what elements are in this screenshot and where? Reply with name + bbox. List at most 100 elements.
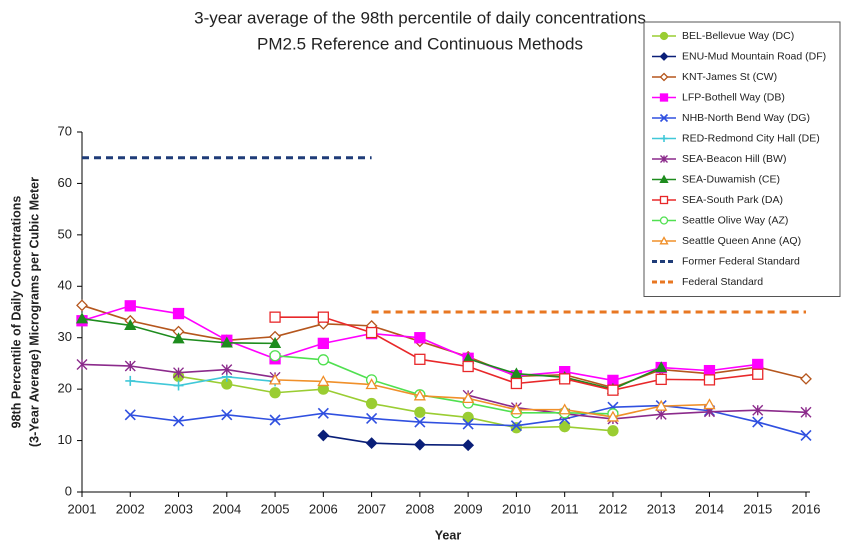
point xyxy=(510,420,522,432)
point xyxy=(269,387,281,399)
point xyxy=(510,422,523,434)
point xyxy=(462,411,474,424)
point xyxy=(414,353,426,365)
y-tick-label: 40 xyxy=(58,278,72,293)
point xyxy=(559,373,571,385)
x-tick-label: 2010 xyxy=(502,501,531,516)
point xyxy=(659,174,669,183)
point xyxy=(800,372,812,385)
point xyxy=(659,113,669,123)
series-line xyxy=(274,354,613,415)
x-tick-label: 2007 xyxy=(357,501,386,516)
point xyxy=(365,437,378,450)
legend: BEL-Bellevue Way (DC) ENU-Mud Mountain Ro… xyxy=(643,21,841,297)
point xyxy=(659,93,669,102)
point xyxy=(752,368,764,380)
legend-label: LFP-Bothell Way (DB) xyxy=(682,91,785,103)
x-tick-label: 2006 xyxy=(309,501,338,516)
series-line xyxy=(178,375,614,432)
point xyxy=(414,332,426,344)
x-tick-label: 2002 xyxy=(116,501,145,516)
point xyxy=(173,367,185,379)
point xyxy=(510,377,523,390)
point xyxy=(660,135,668,142)
chart-title: 3-year average of the 98th percentile of… xyxy=(194,8,646,27)
point xyxy=(124,360,136,372)
point xyxy=(703,364,716,377)
point xyxy=(317,407,329,419)
legend-label: SEA-Beacon Hill (BW) xyxy=(682,153,786,165)
point xyxy=(76,358,88,370)
chart-subtitle: PM2.5 Reference and Continuous Methods xyxy=(257,34,583,53)
series-line xyxy=(275,379,710,418)
y-tick-label: 70 xyxy=(58,123,72,138)
series-line xyxy=(323,434,469,446)
point xyxy=(268,337,282,349)
point xyxy=(462,360,474,373)
legend-label: ENU-Mud Mountain Road (DF) xyxy=(682,50,826,62)
point xyxy=(269,311,281,323)
point xyxy=(221,364,233,376)
point xyxy=(317,375,330,387)
y-tick-label: 20 xyxy=(58,381,72,396)
point xyxy=(607,384,619,396)
legend-label: Seattle Queen Anne (AQ) xyxy=(682,235,801,247)
y-tick-label: 30 xyxy=(58,329,72,344)
point xyxy=(558,403,571,415)
point xyxy=(124,300,136,312)
point xyxy=(655,373,667,386)
y-axis-label: (3-Year Average) Micrograms per Cubic Me… xyxy=(27,177,41,447)
point xyxy=(317,429,330,442)
point xyxy=(659,72,669,82)
y-tick-label: 0 xyxy=(65,483,72,498)
point xyxy=(365,378,378,390)
point xyxy=(659,52,669,61)
x-tick-label: 2013 xyxy=(647,501,676,516)
legend-label: Seattle Olive Way (AZ) xyxy=(682,214,788,226)
point xyxy=(172,332,185,344)
legend-label: SEA-South Park (DA) xyxy=(682,194,783,206)
legend-label: Federal Standard xyxy=(682,276,763,288)
point xyxy=(655,399,668,411)
x-tick-label: 2014 xyxy=(695,501,724,516)
point xyxy=(172,307,185,320)
point xyxy=(659,236,669,245)
point xyxy=(462,418,474,430)
legend-label: NHB-North Bend Way (DG) xyxy=(682,112,810,124)
point xyxy=(317,354,329,366)
point xyxy=(366,412,378,425)
point xyxy=(221,409,233,421)
point xyxy=(414,416,426,428)
point xyxy=(125,375,136,386)
point xyxy=(173,380,184,391)
point xyxy=(317,337,329,350)
point xyxy=(752,358,764,371)
legend-label: BEL-Bellevue Way (DC) xyxy=(682,30,794,42)
point xyxy=(269,414,281,426)
point xyxy=(268,373,282,385)
point xyxy=(124,319,137,331)
point xyxy=(659,195,669,205)
x-tick-label: 2009 xyxy=(454,501,483,516)
point xyxy=(606,410,620,422)
point xyxy=(413,438,426,451)
point xyxy=(76,299,88,312)
legend-box xyxy=(643,21,841,297)
x-tick-label: 2015 xyxy=(743,501,772,516)
y-tick-label: 10 xyxy=(58,432,72,447)
point xyxy=(365,397,378,410)
point xyxy=(414,406,426,418)
point xyxy=(607,425,619,437)
point xyxy=(800,406,812,418)
point xyxy=(703,398,716,410)
x-tick-label: 2001 xyxy=(68,501,97,516)
x-tick-label: 2005 xyxy=(261,501,290,516)
point xyxy=(269,350,281,362)
y-axis-label: 98th Percentile of Daily Concentrations xyxy=(9,196,23,429)
x-tick-label: 2003 xyxy=(164,501,193,516)
legend-label: Former Federal Standard xyxy=(682,255,800,267)
point xyxy=(660,155,668,163)
y-tick-label: 60 xyxy=(58,175,72,190)
point xyxy=(655,361,668,373)
